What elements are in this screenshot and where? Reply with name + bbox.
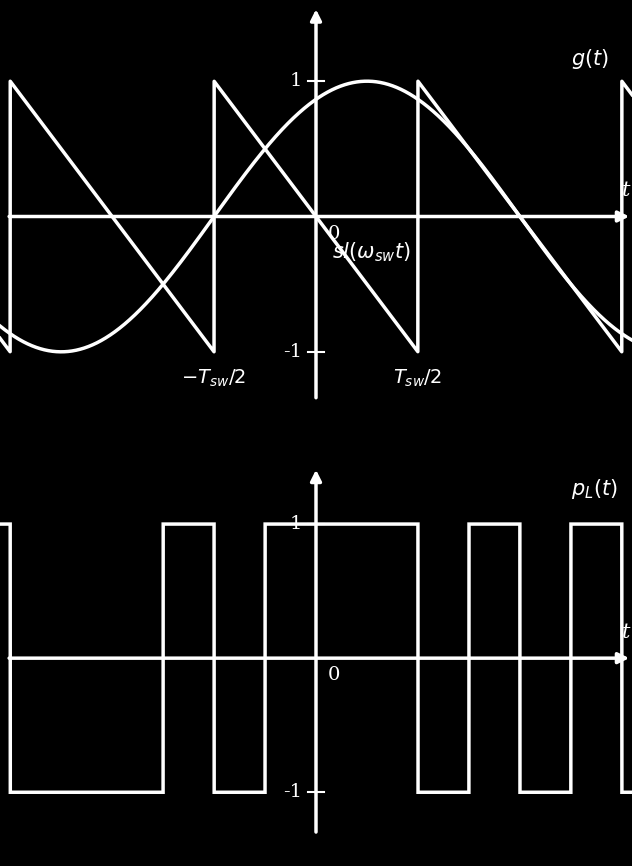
Text: $p_L(t)$: $p_L(t)$	[571, 477, 617, 501]
Text: -1: -1	[283, 783, 301, 801]
Text: $g(t)$: $g(t)$	[571, 48, 609, 71]
Text: -1: -1	[283, 343, 301, 361]
Text: $T_{sw}/2$: $T_{sw}/2$	[394, 368, 442, 390]
Text: t: t	[622, 181, 630, 200]
Text: 0: 0	[328, 224, 341, 242]
Text: 1: 1	[289, 515, 301, 533]
Text: 0: 0	[328, 666, 341, 684]
Text: 1: 1	[289, 72, 301, 90]
Text: t: t	[622, 623, 630, 642]
Text: $sl(\omega_{sw}t)$: $sl(\omega_{sw}t)$	[332, 241, 411, 264]
Text: $-T_{sw}/2$: $-T_{sw}/2$	[181, 368, 246, 390]
